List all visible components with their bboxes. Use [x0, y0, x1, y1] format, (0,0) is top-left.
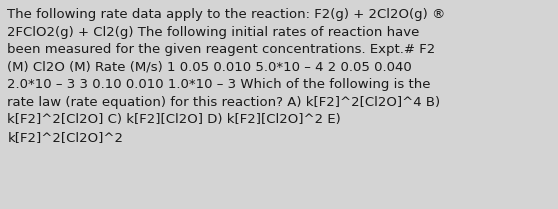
Text: The following rate data apply to the reaction: F2(g) + 2Cl2O(g) ®
2FClO2(g) + Cl: The following rate data apply to the rea…: [7, 8, 446, 144]
